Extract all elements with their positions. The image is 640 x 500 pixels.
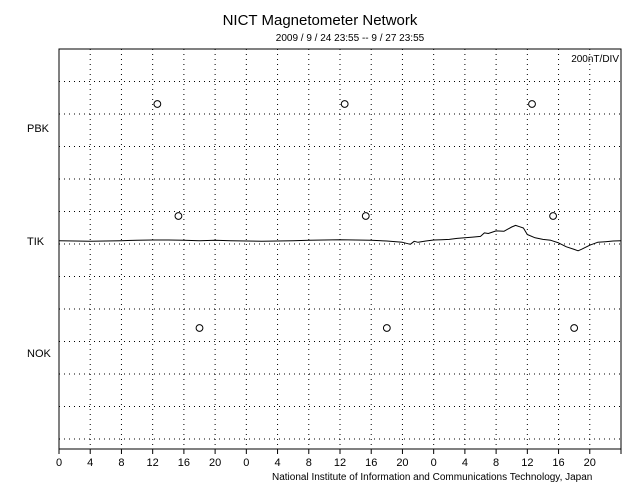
noon-marker — [174, 212, 183, 220]
x-tick-label: 12 — [521, 457, 533, 469]
x-tick-label: 20 — [396, 457, 408, 469]
x-tick-label: 4 — [274, 457, 280, 469]
x-tick-label: 16 — [552, 457, 564, 469]
x-tick-label: 16 — [365, 457, 377, 469]
noon-marker — [195, 324, 204, 332]
x-tick-label: 8 — [493, 457, 499, 469]
x-tick-label: 16 — [178, 457, 190, 469]
noon-marker — [361, 212, 370, 220]
x-tick-label: 8 — [118, 457, 124, 469]
station-label-pbk: PBK — [27, 123, 50, 135]
scale-label: 200nT/DIV — [571, 54, 619, 65]
x-tick-label: 4 — [87, 457, 93, 469]
noon-marker — [340, 100, 349, 108]
x-tick-label: 0 — [56, 457, 62, 469]
x-tick-label: 0 — [243, 457, 249, 469]
x-tick-label: 20 — [209, 457, 221, 469]
noon-marker — [570, 324, 579, 332]
x-tick-label: 8 — [306, 457, 312, 469]
x-tick-label: 4 — [462, 457, 468, 469]
chart-title: NICT Magnetometer Network — [222, 12, 418, 29]
x-tick-label: 20 — [584, 457, 596, 469]
credit-text: National Institute of Information and Co… — [272, 472, 593, 483]
x-tick-label: 12 — [334, 457, 346, 469]
x-tick-label: 12 — [147, 457, 159, 469]
x-tick-label: 0 — [431, 457, 437, 469]
noon-marker — [382, 324, 391, 332]
noon-marker — [549, 212, 557, 220]
station-label-nok: NOK — [27, 348, 52, 360]
station-label-tik: TIK — [27, 236, 45, 248]
date-range: 2009 / 9 / 24 23:55 -- 9 / 27 23:55 — [275, 33, 425, 44]
series-line-tik — [58, 224, 622, 252]
noon-marker — [153, 100, 162, 108]
noon-marker — [528, 100, 536, 108]
